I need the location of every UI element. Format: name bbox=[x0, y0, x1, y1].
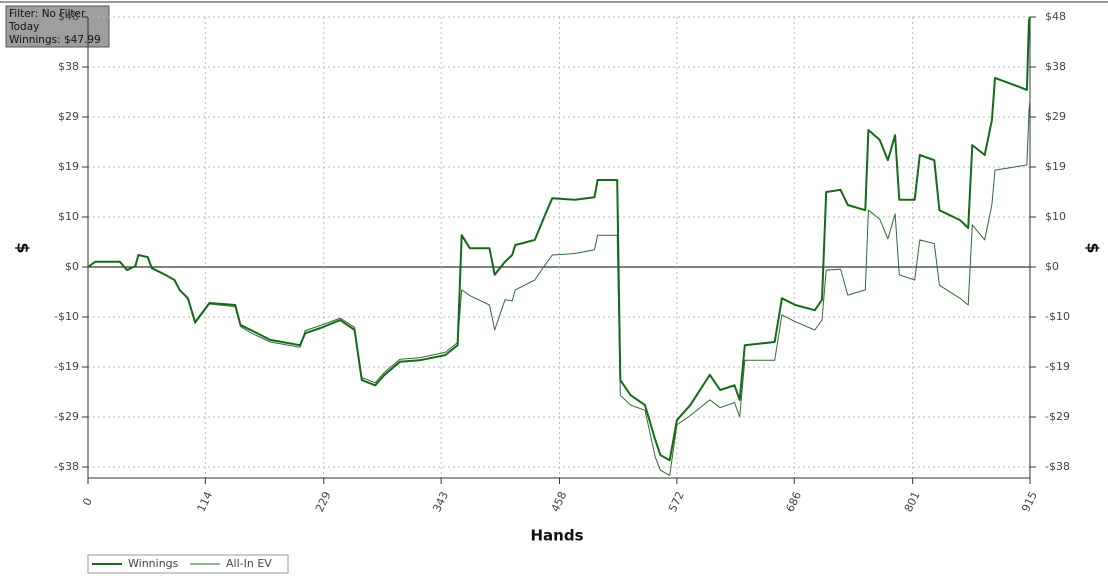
y-tick-label: $48 bbox=[58, 10, 79, 23]
x-tick-label: 0 bbox=[80, 496, 95, 508]
y-tick-label: $10 bbox=[58, 210, 79, 223]
y2-tick-label: $29 bbox=[1045, 110, 1066, 123]
x-tick-label: 343 bbox=[430, 490, 451, 515]
y-tick-label: $38 bbox=[58, 60, 79, 73]
x-tick-label: 915 bbox=[1019, 490, 1040, 515]
y2-tick-label: $10 bbox=[1045, 210, 1066, 223]
y2-axis-title: $ bbox=[1084, 242, 1103, 253]
y2-tick-label: -$38 bbox=[1045, 460, 1070, 473]
info-period: Today bbox=[8, 21, 39, 33]
y-tick-label: -$19 bbox=[54, 360, 79, 373]
y-tick-label: -$38 bbox=[54, 460, 79, 473]
y-tick-label: -$10 bbox=[54, 310, 79, 323]
legend-label: Winnings bbox=[128, 557, 179, 570]
x-tick-label: 458 bbox=[549, 490, 570, 515]
x-tick-label: 686 bbox=[783, 490, 804, 515]
x-axis-title: Hands bbox=[530, 527, 583, 545]
x-tick-label: 801 bbox=[902, 490, 923, 515]
y2-tick-label: -$10 bbox=[1045, 310, 1070, 323]
info-filter: Filter: No Filter bbox=[9, 8, 86, 20]
y2-tick-label: $38 bbox=[1045, 60, 1066, 73]
x-tick-label: 114 bbox=[195, 490, 216, 515]
y-tick-label: $0 bbox=[65, 260, 79, 273]
y2-tick-label: $48 bbox=[1045, 10, 1066, 23]
info-winnings: Winnings: $47.99 bbox=[9, 34, 101, 46]
y2-tick-label: $0 bbox=[1045, 260, 1059, 273]
x-tick-label: 229 bbox=[313, 490, 334, 515]
y2-tick-label: $19 bbox=[1045, 160, 1066, 173]
y2-tick-label: -$19 bbox=[1045, 360, 1070, 373]
info-box bbox=[5, 5, 110, 48]
series-line bbox=[87, 16, 1031, 462]
y-tick-label: -$29 bbox=[54, 410, 79, 423]
y-tick-label: $19 bbox=[58, 160, 79, 173]
y-tick-label: $29 bbox=[58, 110, 79, 123]
x-tick-label: 572 bbox=[666, 490, 687, 515]
legend bbox=[87, 554, 289, 574]
y2-tick-label: -$29 bbox=[1045, 410, 1070, 423]
y-axis-title: $ bbox=[14, 242, 33, 253]
legend-label: All-In EV bbox=[226, 557, 272, 570]
